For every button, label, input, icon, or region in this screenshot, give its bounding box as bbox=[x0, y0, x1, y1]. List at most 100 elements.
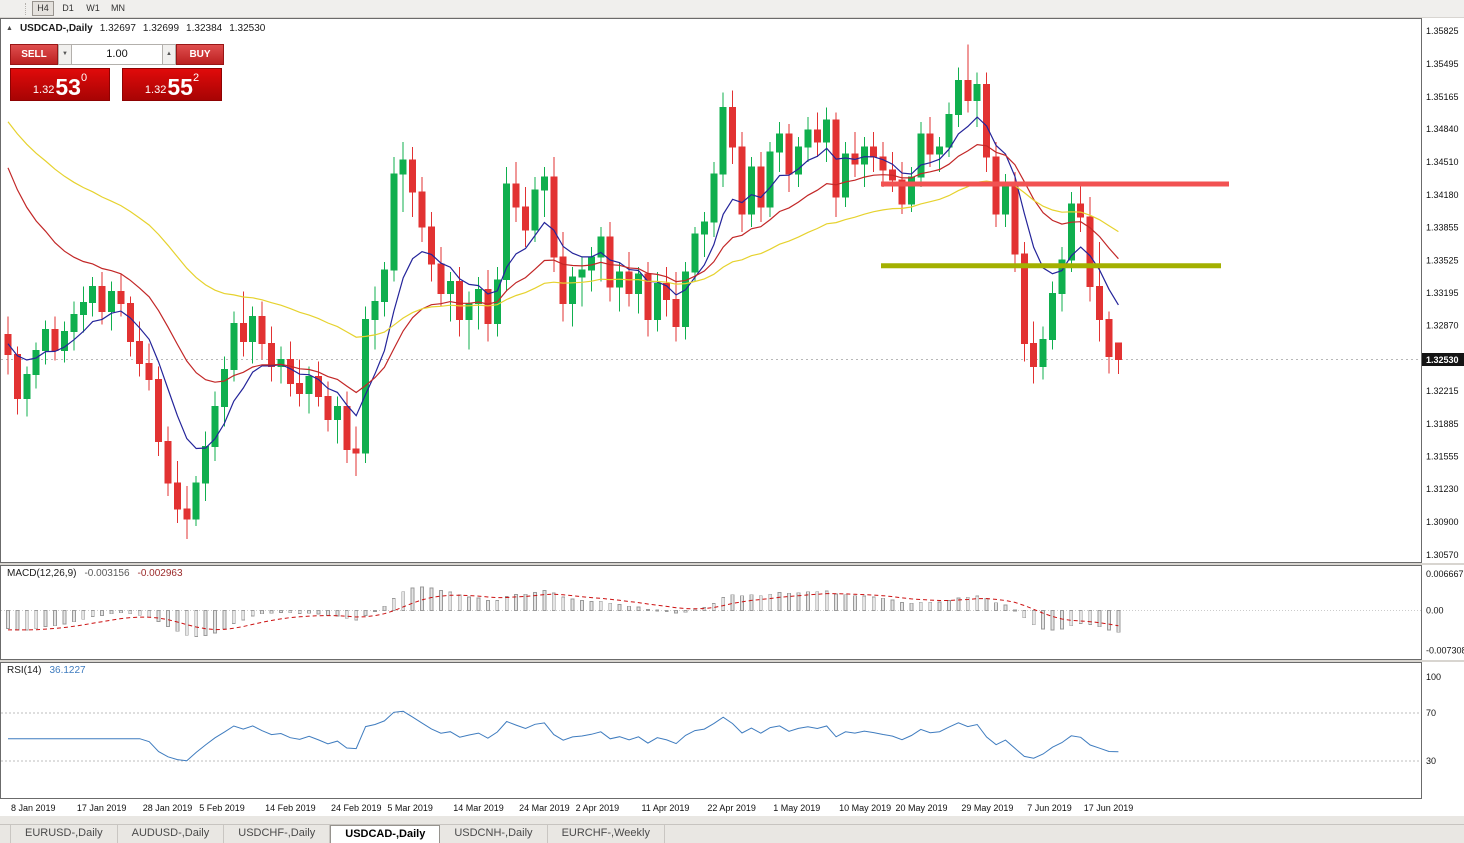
timeframe-toolbar: H4 D1 W1 MN bbox=[0, 0, 1464, 18]
rsi-title: RSI(14) bbox=[7, 665, 42, 676]
volume-input[interactable]: 1.00 bbox=[71, 44, 163, 65]
candle-body bbox=[1011, 183, 1019, 255]
candle-body bbox=[973, 83, 981, 101]
timeframe-button-d1[interactable]: D1 bbox=[62, 3, 74, 13]
price-axis-label: 1.31885 bbox=[1426, 419, 1459, 429]
candle-body bbox=[418, 191, 426, 228]
candle-body bbox=[1039, 339, 1047, 368]
trade-panel-toggle-icon[interactable]: ▲ bbox=[6, 25, 13, 32]
candle-body bbox=[738, 146, 746, 215]
candle-body bbox=[653, 283, 661, 321]
chart-tab-eurchf[interactable]: EURCHF-,Weekly bbox=[548, 825, 665, 843]
candle-body bbox=[1058, 259, 1066, 295]
rsi-panel[interactable]: 100 70 30 bbox=[0, 662, 1464, 799]
candle-body bbox=[13, 354, 21, 399]
candle-body bbox=[823, 119, 831, 143]
chart-tab-bar: EURUSD-,Daily AUDUSD-,Daily USDCHF-,Daily U… bbox=[0, 824, 1464, 843]
chart-tab-usdchf[interactable]: USDCHF-,Daily bbox=[224, 825, 331, 843]
price-axis-label: 1.33855 bbox=[1426, 222, 1459, 232]
candle-body bbox=[945, 113, 953, 148]
candle-body bbox=[164, 440, 172, 484]
chart-tab-usdcnh[interactable]: USDCNH-,Daily bbox=[440, 825, 548, 843]
chart-tab-usdcad[interactable]: USDCAD-,Daily bbox=[330, 825, 441, 843]
candle-body bbox=[512, 183, 520, 208]
date-label: 7 Jun 2019 bbox=[1027, 803, 1072, 813]
timeframe-button-h4[interactable]: H4 bbox=[32, 1, 54, 16]
candle-body bbox=[879, 156, 887, 171]
sell-price-prefix: 1.32 bbox=[32, 84, 55, 96]
price-axis-label: 1.34180 bbox=[1426, 190, 1459, 200]
buy-button[interactable]: BUY bbox=[176, 44, 224, 65]
candle-body bbox=[108, 291, 116, 313]
candle-body bbox=[766, 151, 774, 208]
ohlc-low: 1.32384 bbox=[186, 23, 223, 34]
buy-price-display[interactable]: 1.32 55 2 bbox=[122, 68, 222, 101]
macd-axis-label: -0.007308 bbox=[1426, 646, 1464, 656]
candle-body bbox=[672, 299, 680, 328]
candle-body bbox=[559, 256, 567, 305]
candle-body bbox=[917, 133, 925, 178]
candle-body bbox=[70, 314, 78, 333]
candle-body bbox=[305, 376, 313, 394]
candle-body bbox=[427, 226, 435, 265]
date-label: 14 Mar 2019 bbox=[453, 803, 504, 813]
macd-signal-line bbox=[8, 593, 1119, 631]
candle-body bbox=[747, 166, 755, 215]
candle-body bbox=[719, 106, 727, 175]
candle-body bbox=[155, 379, 163, 442]
candle-body bbox=[964, 79, 972, 101]
date-label: 24 Mar 2019 bbox=[519, 803, 570, 813]
price-axis-label: 1.30900 bbox=[1426, 517, 1459, 527]
timeframe-button-mn[interactable]: MN bbox=[111, 3, 125, 13]
volume-decrease-icon[interactable]: ▼ bbox=[58, 44, 71, 65]
buy-price-big: 55 bbox=[167, 74, 193, 100]
main-chart[interactable]: 1.35825 1.35495 1.35165 1.34840 1.34510 1.341… bbox=[0, 18, 1464, 563]
candle-body bbox=[324, 395, 332, 420]
date-label: 17 Jun 2019 bbox=[1083, 803, 1134, 813]
date-axis[interactable]: 8 Jan 2019 17 Jan 2019 28 Jan 2019 5 Feb 20… bbox=[0, 799, 1464, 816]
candle-body bbox=[51, 329, 59, 352]
volume-increase-icon[interactable]: ▲ bbox=[163, 44, 176, 65]
timeframe-button-w1[interactable]: W1 bbox=[86, 3, 100, 13]
macd-panel[interactable]: 0.006667 0.00 -0.007308 bbox=[0, 565, 1464, 660]
price-axis-label: 1.35825 bbox=[1426, 26, 1459, 36]
price-axis-label: 1.34510 bbox=[1426, 157, 1459, 167]
panel-splitter-rsi[interactable] bbox=[0, 660, 1464, 662]
horizontal-scroll-strip[interactable] bbox=[0, 816, 1464, 824]
candle-body bbox=[202, 445, 210, 484]
candle-body bbox=[1086, 216, 1094, 288]
date-label: 8 Jan 2019 bbox=[11, 803, 56, 813]
sell-price-display[interactable]: 1.32 53 0 bbox=[10, 68, 110, 101]
candle-body bbox=[531, 189, 539, 231]
macd-value-signal: -0.002963 bbox=[137, 568, 183, 579]
toolbar-drag-handle[interactable] bbox=[0, 2, 26, 15]
date-label: 5 Mar 2019 bbox=[387, 803, 433, 813]
ma-mid bbox=[7, 143, 1119, 394]
panel-splitter-macd[interactable] bbox=[0, 563, 1464, 565]
chart-tab-audusd[interactable]: AUDUSD-,Daily bbox=[118, 825, 225, 843]
macd-title: MACD(12,26,9) bbox=[7, 568, 77, 579]
candle-body bbox=[907, 176, 915, 205]
candle-body bbox=[192, 482, 200, 520]
price-axis[interactable]: 1.35825 1.35495 1.35165 1.34840 1.34510 1.341… bbox=[1426, 26, 1459, 560]
date-label: 5 Feb 2019 bbox=[199, 803, 245, 813]
rsi-axis-label: 70 bbox=[1426, 708, 1436, 718]
candle-body bbox=[1105, 319, 1113, 358]
price-axis-label: 1.34840 bbox=[1426, 124, 1459, 134]
price-axis-label: 1.32215 bbox=[1426, 386, 1459, 396]
sell-button[interactable]: SELL bbox=[10, 44, 58, 65]
candle-body bbox=[1049, 293, 1057, 341]
ohlc-open: 1.32697 bbox=[99, 23, 136, 34]
candle-body bbox=[117, 291, 125, 305]
chart-tab-eurusd[interactable]: EURUSD-,Daily bbox=[10, 825, 118, 843]
candle-body bbox=[522, 206, 530, 231]
candle-body bbox=[926, 133, 934, 155]
timeframe-buttons: H4 D1 W1 MN bbox=[29, 1, 129, 16]
candle-body bbox=[794, 146, 802, 175]
sell-price-big: 53 bbox=[55, 74, 81, 100]
macd-header: MACD(12,26,9) -0.003156 -0.002963 bbox=[7, 568, 183, 579]
candle-body bbox=[239, 323, 247, 343]
candle-body bbox=[230, 323, 238, 371]
candle-body bbox=[126, 303, 134, 343]
rsi-line bbox=[8, 710, 1119, 762]
